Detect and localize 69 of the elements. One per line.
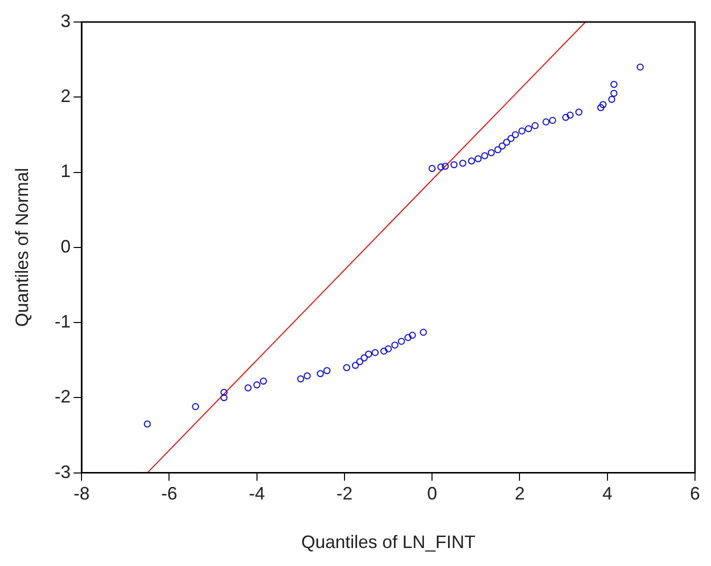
point (608, 96, 616, 103)
point (507, 134, 514, 142)
point (498, 142, 506, 150)
point (474, 155, 482, 162)
point (459, 160, 466, 167)
point (220, 394, 228, 402)
x-tick-label: -6 (161, 484, 178, 504)
point (468, 157, 476, 164)
point (575, 108, 582, 116)
point (481, 152, 488, 160)
point (549, 116, 556, 124)
point (562, 114, 570, 121)
point (372, 349, 379, 356)
point (599, 101, 606, 108)
y-tick-label: 2 (60, 86, 71, 106)
y-tick-label: 0 (60, 236, 71, 256)
point (610, 80, 618, 88)
point (316, 370, 324, 378)
x-tick-label: 6 (690, 484, 700, 504)
x-tick-label: 4 (602, 484, 612, 504)
point (343, 364, 350, 372)
point (503, 138, 510, 146)
y-tick-label: -3 (54, 462, 71, 482)
point (494, 146, 502, 154)
point (525, 125, 532, 132)
x-tick-label: -4 (248, 484, 265, 504)
point (512, 131, 519, 138)
point (450, 161, 458, 168)
point (384, 345, 392, 352)
point (360, 354, 368, 362)
point (404, 334, 412, 342)
point (408, 332, 416, 339)
point (442, 162, 449, 170)
point (144, 420, 151, 428)
point (437, 164, 444, 171)
point (542, 118, 550, 126)
point (244, 384, 252, 392)
point (391, 342, 398, 349)
point (380, 348, 388, 355)
x-tick-label: -8 (74, 484, 90, 504)
point (597, 104, 604, 112)
y-tick-label: -1 (54, 312, 71, 332)
point (253, 381, 260, 388)
point (518, 127, 526, 134)
y-tick-label: -2 (54, 386, 71, 407)
x-tick-label: 2 (514, 484, 525, 504)
point (220, 388, 228, 396)
x-tick-label: -2 (336, 484, 352, 504)
point (566, 112, 574, 119)
point (356, 358, 364, 366)
point (488, 149, 495, 156)
point (610, 90, 618, 97)
point (398, 338, 405, 345)
point (192, 403, 200, 410)
point (420, 328, 427, 336)
point (297, 375, 304, 382)
point (532, 122, 539, 130)
point (365, 350, 372, 358)
y-tick-label: 1 (60, 161, 71, 182)
point (352, 362, 359, 369)
y-axis-title: Quantiles of Normal (12, 168, 32, 327)
point (323, 367, 330, 374)
x-axis-title: Quantiles of LN_FINT (301, 532, 476, 552)
x-tick-label: 0 (427, 484, 438, 504)
point (304, 372, 311, 380)
point (260, 378, 267, 385)
point (428, 165, 436, 172)
y-tick-label: 3 (60, 10, 71, 31)
point (636, 64, 644, 71)
